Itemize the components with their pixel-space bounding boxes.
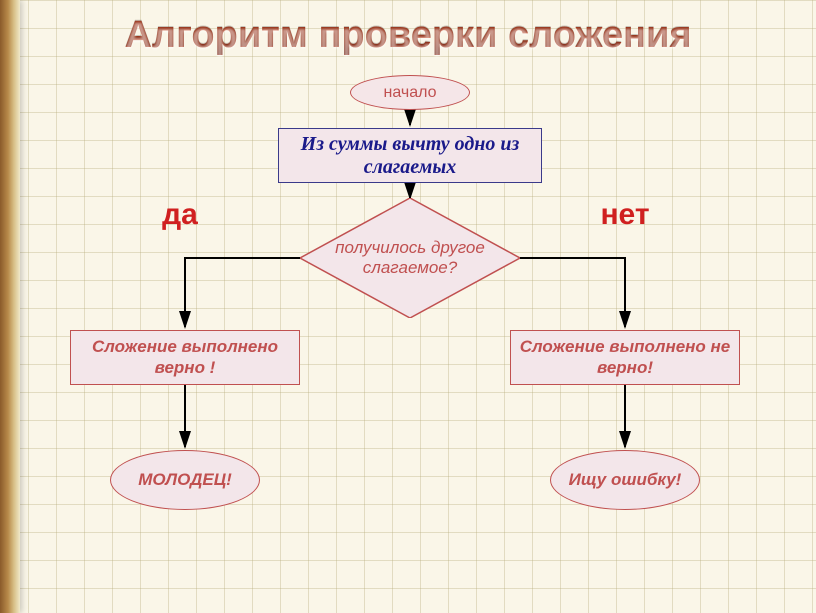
flowchart-end-yes: МОЛОДЕЦ! xyxy=(110,450,260,510)
flowchart-process: Из суммы вычту одно из слагаемых xyxy=(278,128,542,183)
end-yes-label: МОЛОДЕЦ! xyxy=(138,470,232,490)
flowchart-result-no: Сложение выполнено не верно! xyxy=(510,330,740,385)
decision-label: получилось другое слагаемое? xyxy=(300,198,520,318)
flowchart-end-no: Ищу ошибку! xyxy=(550,450,700,510)
result-no-label: Сложение выполнено не верно! xyxy=(519,337,731,378)
end-no-label: Ищу ошибку! xyxy=(569,470,682,490)
flowchart-start: начало xyxy=(350,75,470,110)
result-yes-label: Сложение выполнено верно ! xyxy=(79,337,291,378)
process-label: Из суммы вычту одно из слагаемых xyxy=(279,133,541,179)
flowchart-decision: получилось другое слагаемое? xyxy=(300,198,520,318)
branch-label-yes: да xyxy=(150,198,210,232)
start-label: начало xyxy=(383,84,436,102)
flowchart-result-yes: Сложение выполнено верно ! xyxy=(70,330,300,385)
branch-label-no: нет xyxy=(590,198,660,232)
